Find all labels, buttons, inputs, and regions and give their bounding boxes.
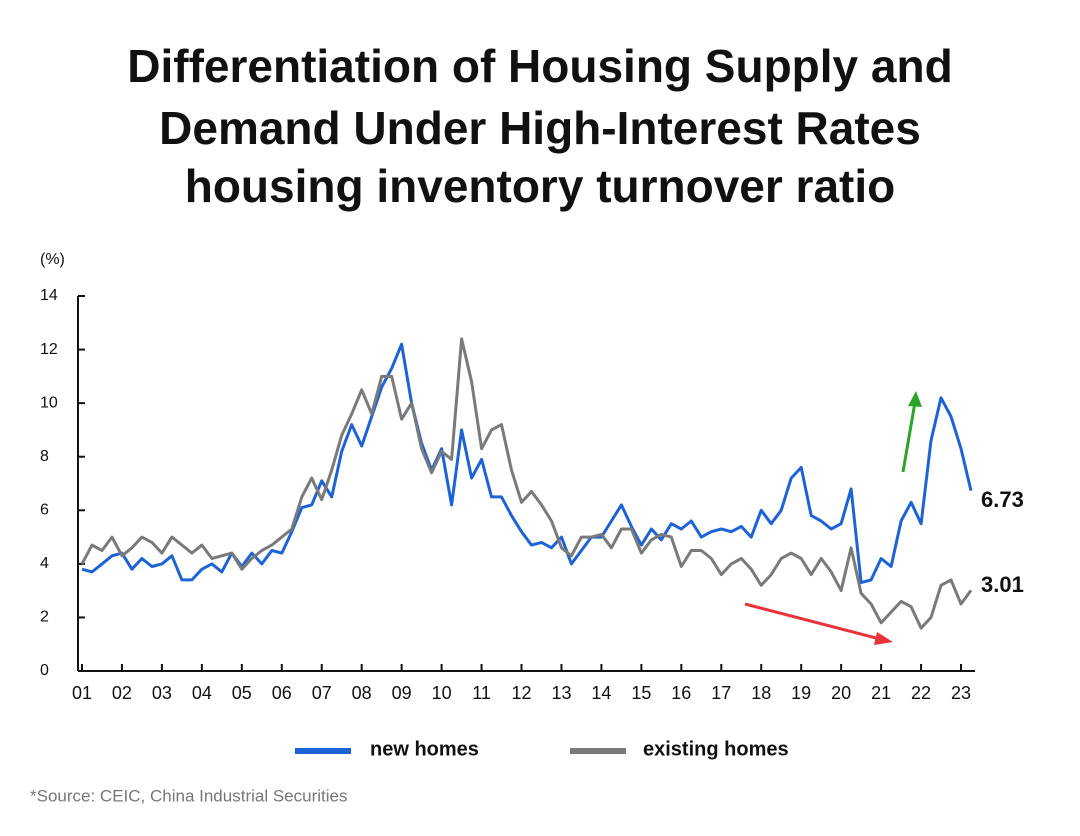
legend-label: new homes — [370, 738, 479, 760]
y-tick-label: 14 — [40, 287, 58, 304]
x-tick-label: 05 — [232, 683, 252, 703]
x-tick-label: 10 — [432, 683, 452, 703]
y-tick-label: 10 — [40, 394, 58, 411]
x-tick-label: 19 — [791, 683, 811, 703]
chart-title: Demand Under High-Interest Rates — [159, 102, 921, 154]
arrow-head — [874, 632, 893, 645]
x-tick-label: 04 — [192, 683, 212, 703]
x-tick-label: 20 — [831, 683, 851, 703]
series-line — [80, 337, 973, 630]
x-tick-label: 12 — [511, 683, 531, 703]
y-tick-label: 6 — [40, 502, 49, 519]
x-tick-label: 02 — [112, 683, 132, 703]
legend-label: existing homes — [643, 738, 789, 760]
source-note: *Source: CEIC, China Industrial Securiti… — [30, 786, 347, 805]
y-axis-label: (%) — [40, 251, 65, 268]
y-tick-label: 12 — [40, 341, 58, 358]
x-tick-label: 16 — [671, 683, 691, 703]
x-tick-label: 01 — [72, 683, 92, 703]
x-tick-label: 23 — [951, 683, 971, 703]
arrow-head — [908, 391, 922, 407]
x-tick-label: 06 — [272, 683, 292, 703]
x-tick-label: 15 — [631, 683, 651, 703]
x-tick-label: 14 — [591, 683, 611, 703]
x-tick-label: 17 — [711, 683, 731, 703]
x-tick-label: 08 — [352, 683, 372, 703]
x-tick-label: 09 — [392, 683, 412, 703]
y-tick-label: 0 — [40, 662, 49, 679]
x-tick-label: 07 — [312, 683, 332, 703]
arrow-up — [901, 401, 917, 473]
x-tick-label: 22 — [911, 683, 931, 703]
x-tick-label: 03 — [152, 683, 172, 703]
end-value-label: 6.73 — [981, 487, 1024, 512]
chart-title: housing inventory turnover ratio — [185, 160, 896, 212]
arrow-down — [744, 602, 881, 641]
y-tick-label: 8 — [40, 448, 49, 465]
end-value-label: 3.01 — [981, 572, 1024, 597]
x-tick-label: 21 — [871, 683, 891, 703]
x-tick-label: 11 — [472, 683, 491, 703]
chart-title: Differentiation of Housing Supply and — [127, 40, 952, 92]
series-line — [81, 342, 973, 585]
y-tick-label: 2 — [40, 609, 49, 626]
x-tick-label: 18 — [751, 683, 771, 703]
y-tick-label: 4 — [40, 555, 49, 572]
x-tick-label: 13 — [551, 683, 571, 703]
